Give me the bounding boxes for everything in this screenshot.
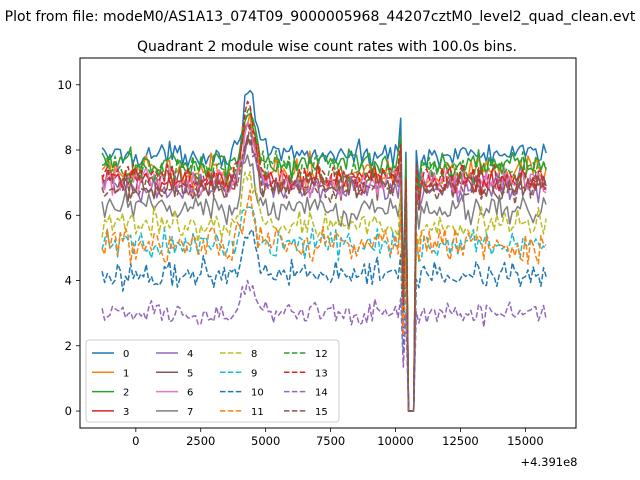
legend-label-8: 8 bbox=[251, 349, 257, 360]
series-line-2 bbox=[101, 113, 547, 412]
chart-title: Quadrant 2 module wise count rates with … bbox=[137, 39, 517, 55]
x-tick-label: 2500 bbox=[186, 434, 215, 448]
legend-label-2: 2 bbox=[123, 388, 129, 399]
legend-label-6: 6 bbox=[187, 388, 193, 399]
legend-label-4: 4 bbox=[187, 349, 193, 360]
legend-label-1: 1 bbox=[123, 368, 129, 379]
legend-label-7: 7 bbox=[187, 407, 193, 418]
series-line-12 bbox=[101, 106, 547, 412]
legend-label-3: 3 bbox=[123, 407, 129, 418]
y-tick-label: 4 bbox=[65, 274, 72, 288]
legend-label-10: 10 bbox=[251, 388, 264, 399]
legend-label-11: 11 bbox=[251, 407, 264, 418]
legend-box bbox=[85, 339, 340, 423]
plot-frame bbox=[79, 57, 577, 429]
y-tick-label: 6 bbox=[65, 208, 72, 222]
series-line-11 bbox=[101, 189, 547, 412]
x-tick-label: 10000 bbox=[377, 434, 414, 448]
x-offset-label: +4.391e8 bbox=[521, 455, 578, 469]
series-line-10 bbox=[101, 228, 547, 412]
legend-label-12: 12 bbox=[315, 349, 328, 360]
legend-label-5: 5 bbox=[187, 368, 193, 379]
series-layer bbox=[101, 89, 547, 412]
legend-label-0: 0 bbox=[123, 349, 129, 360]
legend-label-9: 9 bbox=[251, 368, 257, 379]
legend-label-14: 14 bbox=[315, 388, 328, 399]
y-tick-label: 2 bbox=[65, 339, 72, 353]
x-tick-label: 7500 bbox=[316, 434, 345, 448]
x-tick-label: 15000 bbox=[507, 434, 544, 448]
series-line-13 bbox=[101, 100, 547, 412]
y-tick-label: 10 bbox=[57, 78, 72, 92]
legend-label-13: 13 bbox=[315, 368, 328, 379]
chart-suptitle: Plot from file: modeM0/AS1A13_074T09_900… bbox=[5, 9, 636, 25]
series-line-9 bbox=[101, 206, 547, 412]
x-tick-label: 5000 bbox=[251, 434, 280, 448]
series-line-15 bbox=[101, 121, 547, 412]
y-tick-label: 8 bbox=[65, 143, 72, 157]
x-tick-label: 0 bbox=[132, 434, 139, 448]
y-tick-label: 0 bbox=[65, 404, 72, 418]
series-line-0 bbox=[101, 89, 547, 412]
x-tick-label: 12500 bbox=[442, 434, 479, 448]
series-line-14 bbox=[101, 279, 547, 412]
legend-label-15: 15 bbox=[315, 407, 328, 418]
